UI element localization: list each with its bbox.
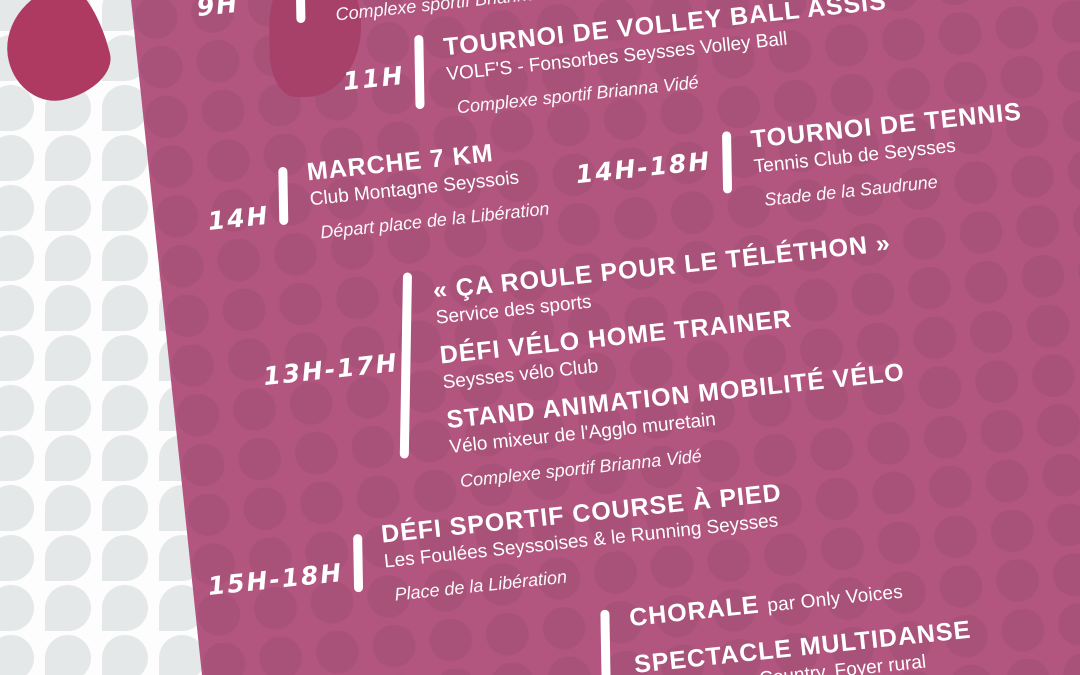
background-dot <box>0 385 34 431</box>
background-dot <box>102 135 148 181</box>
event-time: 14H <box>206 200 271 236</box>
background-dot <box>45 535 91 581</box>
divider-bar <box>600 609 612 675</box>
background-dot <box>102 535 148 581</box>
background-dot <box>0 535 34 581</box>
divider-bar <box>414 34 425 110</box>
background-dot <box>102 385 148 431</box>
background-dot <box>45 235 91 281</box>
background-dot <box>45 435 91 481</box>
background-dot <box>45 335 91 381</box>
event-time: 11H <box>341 60 406 97</box>
background-dot <box>0 185 34 231</box>
background-dot <box>0 635 34 675</box>
background-dot <box>0 485 34 531</box>
divider-bar <box>399 272 413 459</box>
event-volley: 11H TOURNOI DE VOLLEY BALL ASSIS VOLF'S … <box>341 0 894 120</box>
event-velo-block: 13H-17H « ÇA ROULE POUR LE TÉLÉTHON » Se… <box>262 228 913 494</box>
background-dot <box>102 435 148 481</box>
event-time: 14H-18H <box>574 146 713 190</box>
event-course: 15H-18H DÉFI SPORTIF COURSE À PIED Les F… <box>206 478 789 608</box>
event-time: 9H <box>195 0 241 22</box>
divider-bar <box>278 166 289 226</box>
divider-bar <box>295 0 306 24</box>
background-dot <box>0 435 34 481</box>
background-dot <box>45 585 91 631</box>
divider-bar <box>722 131 733 194</box>
background-dot <box>102 335 148 381</box>
poster-panel: 9H Complexe sportif Brianna Vidé 11H TOU… <box>110 0 1080 675</box>
background-dot <box>102 485 148 531</box>
event-title-note: par Only Voices <box>766 581 904 617</box>
background-dot <box>45 135 91 181</box>
background-dot <box>0 285 34 331</box>
event-time: 15H-18H <box>206 557 345 601</box>
background-dot <box>45 185 91 231</box>
divider-bar <box>353 534 364 593</box>
background-dot <box>102 285 148 331</box>
event-tennis: 14H-18H TOURNOI DE TENNIS Tennis Club de… <box>574 96 1029 212</box>
background-dot <box>0 135 34 181</box>
background-dot <box>45 385 91 431</box>
background-dot <box>0 585 34 631</box>
background-dot <box>45 285 91 331</box>
event-chorale: CHORALE par Only Voices SPECTACLE MULTIDA… <box>600 568 975 675</box>
background-dot <box>102 185 148 231</box>
background-dot <box>159 635 205 675</box>
background-dot <box>0 235 34 281</box>
background-dot <box>102 235 148 281</box>
background-dot <box>45 635 91 675</box>
background-dot <box>102 635 148 675</box>
background-dot <box>102 585 148 631</box>
event-time: 13H-17H <box>261 348 400 392</box>
background-dot <box>45 485 91 531</box>
event-marche: 14H MARCHE 7 KM Club Montagne Seyssois D… <box>206 133 550 245</box>
background-dot <box>0 335 34 381</box>
